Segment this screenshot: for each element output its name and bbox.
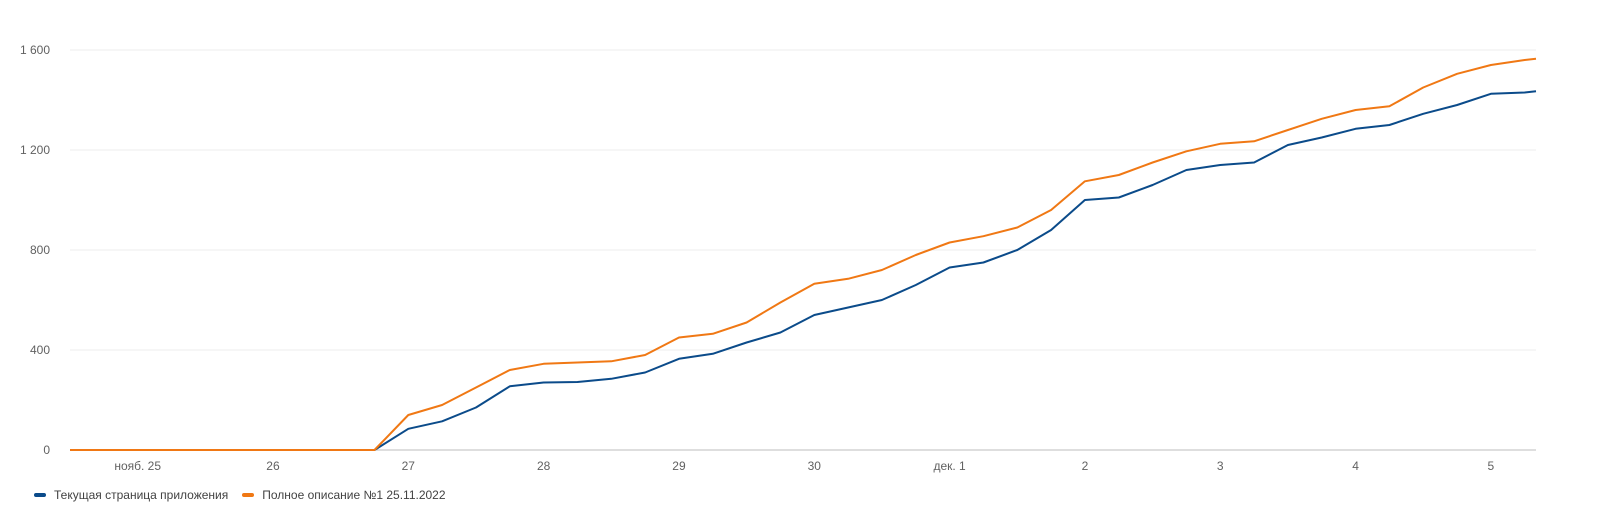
y-tick-label: 0: [43, 443, 50, 457]
x-axis: нояб. 25 26 27 28 29 30 дек. 1 2 3 4 5: [114, 459, 1494, 473]
legend-swatch: [34, 493, 46, 497]
x-tick-label: дек. 1: [933, 459, 966, 473]
legend-label: Текущая страница приложения: [54, 488, 229, 502]
x-tick-label: 3: [1217, 459, 1224, 473]
x-tick-label: 30: [808, 459, 822, 473]
x-tick-label: 26: [266, 459, 280, 473]
series-line-0: [70, 90, 1537, 451]
legend-item-current-app-page[interactable]: Текущая страница приложения: [34, 488, 228, 502]
x-tick-label: 4: [1352, 459, 1359, 473]
x-tick-label: 27: [402, 459, 416, 473]
legend: Текущая страница приложения Полное описа…: [34, 488, 446, 502]
legend-item-full-description[interactable]: Полное описание №1 25.11.2022: [242, 488, 446, 502]
y-tick-label: 1 200: [20, 143, 50, 157]
legend-label: Полное описание №1 25.11.2022: [262, 488, 446, 502]
x-tick-label: 5: [1488, 459, 1495, 473]
x-tick-label: нояб. 25: [114, 459, 161, 473]
y-axis: 0 400 800 1 200 1 600: [20, 43, 50, 457]
x-tick-label: 29: [672, 459, 686, 473]
y-tick-label: 1 600: [20, 43, 50, 57]
gridlines: [70, 49, 1536, 451]
series-lines: [70, 57, 1537, 451]
legend-swatch: [242, 493, 255, 497]
y-tick-label: 400: [30, 343, 50, 357]
x-tick-label: 2: [1082, 459, 1089, 473]
line-chart: 0 400 800 1 200 1 600 нояб. 25 26 27 28 29 30 дек.…: [20, 43, 1537, 473]
x-tick-label: 28: [537, 459, 551, 473]
series-line-1: [70, 57, 1537, 451]
y-tick-label: 800: [30, 243, 50, 257]
